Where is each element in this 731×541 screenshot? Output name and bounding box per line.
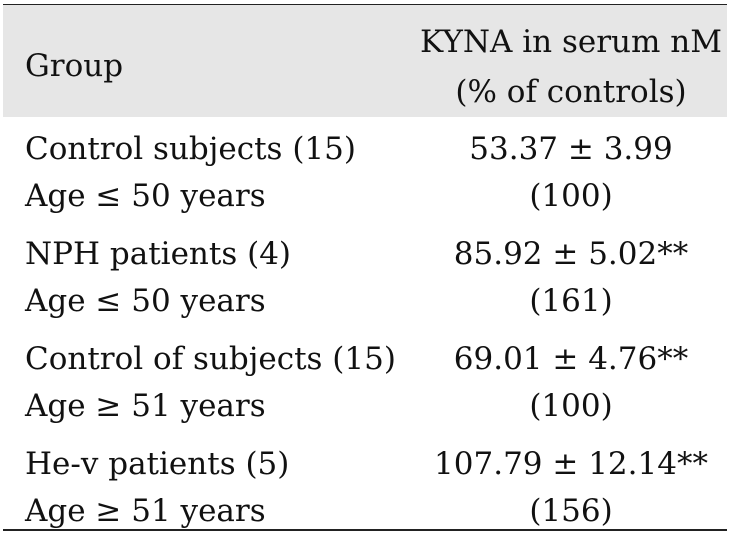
- header-value-label-line1: KYNA in serum nM: [420, 24, 722, 60]
- kyna-value: 107.79 ± 12.14**: [434, 446, 708, 482]
- kyna-percent: (100): [529, 178, 613, 214]
- table-row: Control of subjects (15) Age ≥ 51 years …: [3, 332, 727, 436]
- table-row: Control subjects (15) Age ≤ 50 years 53.…: [3, 122, 727, 226]
- table-header: Group KYNA in serum nM (% of controls): [3, 5, 727, 117]
- kyna-percent: (161): [529, 283, 613, 319]
- group-name: Control subjects (15): [25, 131, 356, 167]
- kyna-table: Group KYNA in serum nM (% of controls) C…: [3, 4, 727, 532]
- kyna-value: 53.37 ± 3.99: [469, 131, 673, 167]
- group-age: Age ≤ 50 years: [25, 283, 266, 319]
- table-row: He-v patients (5) Age ≥ 51 years 107.79 …: [3, 437, 727, 541]
- bottom-rule: [3, 529, 727, 531]
- kyna-percent: (100): [529, 388, 613, 424]
- group-name: NPH patients (4): [25, 236, 292, 272]
- group-age: Age ≥ 51 years: [25, 388, 266, 424]
- table-row: NPH patients (4) Age ≤ 50 years 85.92 ± …: [3, 227, 727, 331]
- kyna-value: 85.92 ± 5.02**: [453, 236, 689, 272]
- top-rule: [3, 4, 727, 5]
- kyna-percent: (156): [529, 493, 613, 529]
- header-group-label: Group: [25, 48, 124, 84]
- group-name: Control of subjects (15): [25, 341, 396, 377]
- kyna-value: 69.01 ± 4.76**: [453, 341, 689, 377]
- group-age: Age ≤ 50 years: [25, 178, 266, 214]
- header-value-label-line2: (% of controls): [455, 74, 687, 110]
- group-name: He-v patients (5): [25, 446, 290, 482]
- group-age: Age ≥ 51 years: [25, 493, 266, 529]
